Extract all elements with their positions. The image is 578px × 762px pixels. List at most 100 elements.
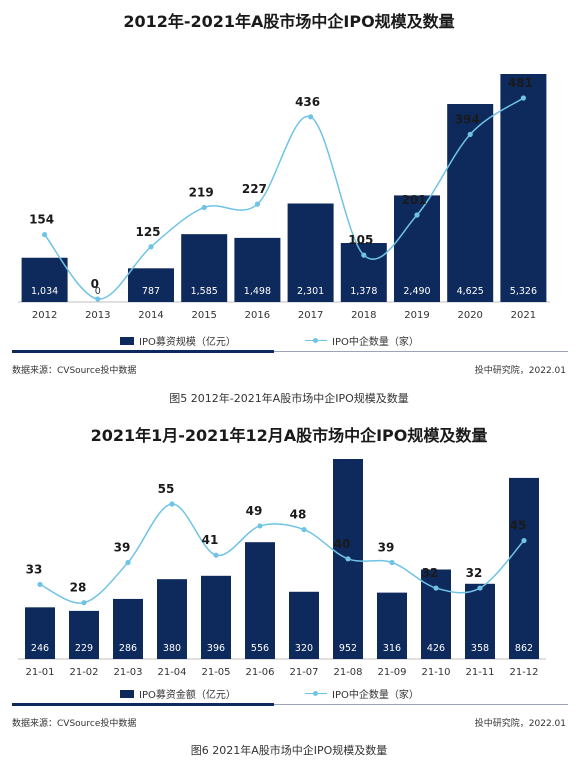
bar (25, 607, 55, 659)
x-tick-label: 2015 (191, 310, 216, 321)
line-value-label: 39 (114, 540, 131, 554)
x-tick-label: 21-03 (113, 667, 142, 678)
bar (128, 268, 174, 302)
line-point (433, 585, 439, 591)
chart1-divider (12, 350, 568, 353)
bar-value-label: 2,301 (297, 286, 324, 297)
line-value-label: 49 (246, 504, 263, 518)
series-line (44, 97, 524, 300)
chart1-credit: 投中研究院，2022.01 (474, 366, 566, 376)
bar-value-label: 4,625 (457, 286, 484, 297)
x-tick-label: 21-11 (465, 667, 494, 678)
bar-value-label: 358 (471, 643, 489, 654)
bar-legend-swatch (120, 336, 134, 345)
chart2-legend-line-label: IPO中企数量（家） (332, 690, 419, 701)
chart1-caption: 图5 2012年-2021年A股市场中企IPO规模及数量 (169, 392, 409, 405)
line-value-label: 154 (29, 213, 54, 227)
line-point (37, 581, 43, 588)
line-point (257, 523, 263, 529)
line-legend-swatch (305, 690, 327, 698)
bar-value-label: 862 (515, 643, 533, 654)
line-point (389, 559, 395, 566)
chart1-title: 2012年-2021年A股市场中企IPO规模及数量 (123, 12, 455, 31)
line-point (520, 95, 527, 101)
bar-value-label: 1,498 (244, 286, 271, 297)
x-tick-label: 21-02 (69, 667, 98, 678)
line-point (95, 296, 101, 302)
chart2-legend-bar-label: IPO募资金额（亿元） (139, 690, 236, 701)
chart2-divider (12, 703, 568, 706)
x-tick-label: 21-10 (421, 667, 450, 678)
bar-value-label: 1,378 (350, 286, 377, 297)
bar (289, 591, 319, 659)
chart2-source: 数据来源：CVSource投中数据 (12, 719, 137, 729)
series-line (39, 503, 525, 604)
x-tick-label: 2018 (351, 310, 376, 321)
line-value-label: 41 (202, 533, 219, 547)
line-value-label: 28 (70, 581, 87, 595)
line-value-label: 219 (189, 185, 214, 199)
bar (245, 542, 275, 659)
bar-value-label: 229 (75, 643, 93, 654)
bar (69, 610, 99, 659)
bar (465, 583, 495, 659)
x-tick-label: 2017 (298, 310, 323, 321)
x-tick-label: 21-04 (157, 667, 186, 678)
line-point (148, 244, 154, 250)
line-value-label: 32 (422, 566, 439, 580)
bar (21, 257, 68, 302)
line-point (414, 212, 420, 218)
chart1-legend-bar: IPO募资规模（亿元） (120, 333, 236, 348)
chart1-plot: 1,034 0 787 1,585 1,498 2,301 1,378 2,490 4,625 5… (18, 74, 550, 321)
chart2-caption: 图6 2021年A股市场中企IPO规模及数量 (190, 744, 388, 757)
line-point (301, 526, 307, 533)
line-value-label: 48 (290, 508, 307, 522)
bar (113, 598, 143, 659)
x-tick-label: 21-12 (509, 667, 538, 678)
line-value-label: 105 (348, 233, 373, 247)
line-point (201, 204, 207, 211)
bar-value-label: 380 (163, 643, 181, 654)
chart2-legend-line: IPO中企数量（家） (305, 686, 419, 701)
line-point (125, 559, 131, 566)
bar-value-label: 246 (31, 643, 49, 654)
chart1-legend-bar-label: IPO募资规模（亿元） (139, 337, 236, 348)
line-point (345, 556, 351, 562)
bar-value-label: 2,490 (403, 286, 430, 297)
line-point (477, 585, 483, 591)
line-point (254, 201, 260, 207)
bar-value-label: 0 (95, 286, 101, 297)
bar-value-label: 1,034 (31, 286, 58, 297)
line-value-label: 33 (26, 562, 43, 576)
line-value-label: 45 (510, 519, 527, 533)
line-value-label: 39 (378, 540, 395, 554)
bar (421, 569, 451, 659)
line-value-label: 40 (334, 537, 351, 551)
line-value-label: 32 (466, 566, 483, 580)
bar (201, 575, 231, 659)
x-tick-label: 21-06 (245, 667, 274, 678)
line-point (42, 232, 48, 238)
chart1-source: 数据来源：CVSource投中数据 (12, 366, 137, 376)
chart1-legend-line-label: IPO中企数量（家） (332, 337, 419, 348)
line-point (213, 552, 219, 558)
line-legend-swatch (305, 337, 327, 345)
line-value-label: 227 (242, 182, 267, 196)
bar-value-label: 286 (119, 643, 137, 654)
x-tick-label: 21-07 (289, 667, 318, 678)
line-value-label: 125 (135, 225, 160, 239)
chart2-credit: 投中研究院，2022.01 (474, 719, 566, 729)
bar (500, 74, 547, 302)
bar-value-label: 556 (251, 643, 269, 654)
line-value-label: 481 (508, 76, 533, 90)
chart2-plot: 246 229 286 380 396 556 320 952 316 426 358 862 21-0… (18, 459, 546, 678)
line-point (81, 600, 87, 606)
x-tick-label: 21-01 (25, 667, 54, 678)
line-point (361, 252, 367, 258)
bar (287, 203, 334, 302)
bar-value-label: 787 (142, 286, 160, 297)
bar (447, 104, 494, 303)
bar-value-label: 952 (339, 643, 357, 654)
line-point (521, 537, 527, 544)
bar (234, 237, 281, 302)
